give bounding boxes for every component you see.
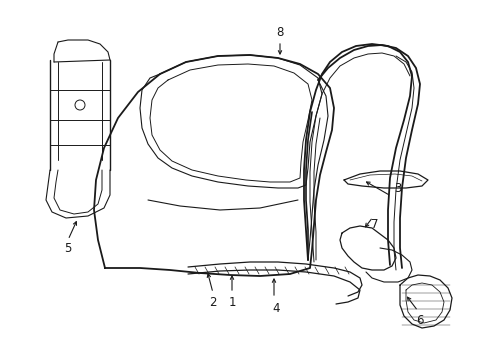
Text: 3: 3: [393, 181, 401, 194]
Text: 5: 5: [64, 242, 72, 255]
Text: 7: 7: [370, 219, 378, 231]
Text: 1: 1: [228, 296, 235, 309]
Text: 4: 4: [272, 302, 279, 315]
Text: 2: 2: [209, 296, 216, 309]
Text: 8: 8: [276, 26, 283, 39]
Text: 6: 6: [415, 314, 423, 327]
